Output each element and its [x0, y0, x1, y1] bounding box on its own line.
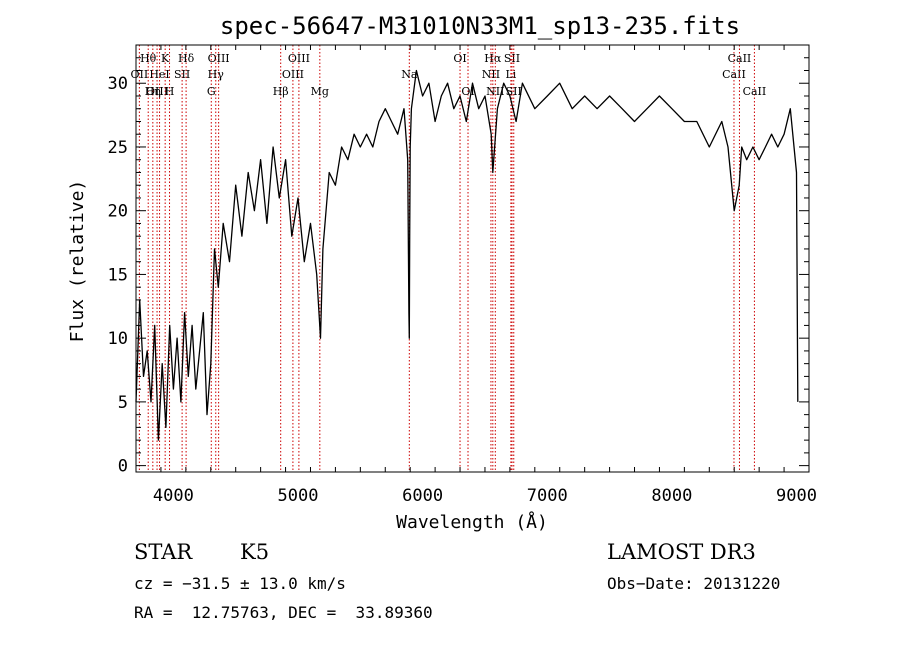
line-marker-label: K: [161, 52, 170, 65]
line-marker-label: Hδ: [178, 52, 195, 65]
spectrum-line: [135, 69, 799, 441]
y-tick-label: 5: [118, 393, 128, 413]
y-tick-label: 10: [108, 329, 128, 349]
x-tick-label: 6000: [402, 486, 443, 506]
line-marker-label: OIII: [146, 85, 168, 98]
line-marker-label: SII: [174, 68, 190, 81]
line-marker-label: OIII: [288, 52, 310, 65]
coordinates: RA = 12.75763, DEC = 33.89360: [134, 603, 433, 622]
x-tick-label: 9000: [776, 486, 817, 506]
line-marker-label: OII: [131, 68, 149, 81]
observation-date: Obs−Date: 20131220: [607, 574, 781, 593]
y-tick-label: 25: [108, 138, 128, 158]
line-marker-label: H: [165, 85, 175, 98]
line-marker-label: G: [207, 85, 216, 98]
x-tick-label: 7000: [527, 486, 568, 506]
y-tick-label: 0: [118, 457, 128, 477]
line-marker-label: Mg: [311, 85, 329, 98]
line-marker-label: Hθ: [140, 52, 157, 65]
x-tick-label: 4000: [153, 486, 194, 506]
object-class: STAR: [134, 540, 193, 564]
line-marker-label: HeI: [149, 68, 169, 81]
y-tick-label: 15: [108, 265, 128, 285]
line-marker-label: NII: [486, 85, 504, 98]
x-tick-label: 8000: [651, 486, 692, 506]
axis-ticks: 4000 5000 6000 7000 8000 9000 0 5 10 15 20 25 30: [108, 44, 817, 506]
line-marker-label: Na: [401, 68, 418, 81]
survey-name: LAMOST DR3: [607, 540, 756, 564]
x-axis-label: Wavelength (Å): [396, 511, 548, 533]
chart-title: spec-56647-M31010N33M1_sp13-235.fits: [220, 12, 740, 40]
line-marker-label: Hγ: [208, 68, 225, 81]
line-marker-label: NII: [482, 68, 500, 81]
line-marker-label: Hη: [145, 85, 161, 98]
line-marker-label: Hα: [484, 52, 502, 65]
line-marker-label: OIII: [282, 68, 304, 81]
plot-frame: [135, 44, 810, 473]
y-axis-label: Flux (relative): [67, 180, 88, 343]
line-marker-label: CaII: [728, 52, 752, 65]
line-marker-label: CaII: [743, 85, 767, 98]
y-tick-label: 20: [108, 202, 128, 222]
line-marker-label: Hβ: [273, 85, 289, 98]
redshift-velocity: cz = −31.5 ± 13.0 km/s: [134, 574, 346, 593]
line-marker-label: CaII: [722, 68, 746, 81]
x-tick-label: 5000: [278, 486, 319, 506]
line-marker-label: OI: [461, 85, 474, 98]
line-markers: Hθ OII OIII K HeI Hη H SII Hδ OIII Hγ G OIII OIII Hβ Mg…: [131, 45, 767, 472]
subclass: K5: [240, 540, 270, 564]
y-tick-label: 30: [108, 74, 128, 94]
line-marker-label: Li: [505, 68, 516, 81]
line-marker-label: OIII: [208, 52, 230, 65]
line-marker-label: SII: [504, 52, 520, 65]
line-marker-label: OI: [453, 52, 466, 65]
